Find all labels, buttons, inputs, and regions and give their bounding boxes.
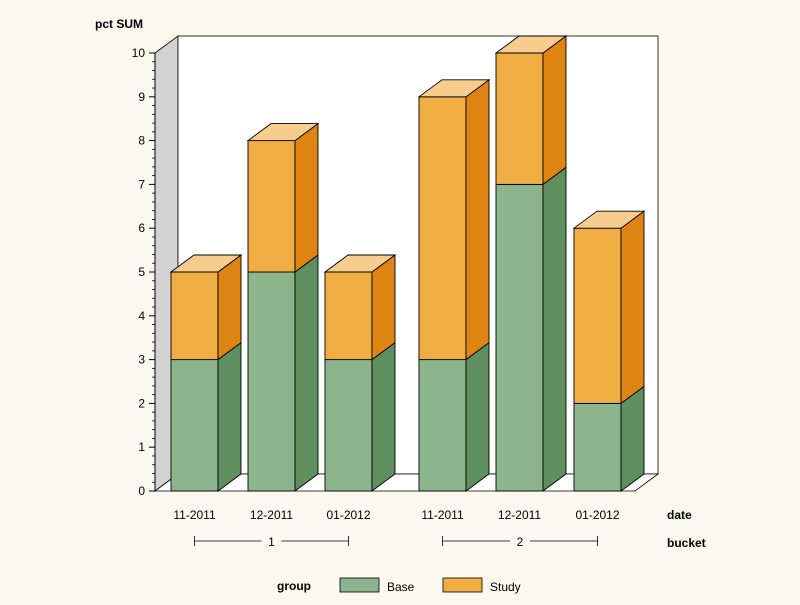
y-tick-label: 10 xyxy=(132,46,146,60)
y-tick-label: 6 xyxy=(138,221,145,235)
bar-segment-study-side xyxy=(465,78,490,361)
bar-segment-study-front xyxy=(418,96,467,361)
bar-top xyxy=(246,123,320,142)
bar-segment-base-side xyxy=(217,341,242,492)
legend-title: group xyxy=(277,579,311,593)
y-tick-label: 4 xyxy=(138,309,145,323)
bar-segment-base-side xyxy=(465,341,490,492)
x-tick-label: 01-2012 xyxy=(326,508,370,522)
y-tick-label: 3 xyxy=(138,353,145,367)
bars xyxy=(169,35,646,492)
y-tick-label: 5 xyxy=(138,265,145,279)
x-axis: 11-2011 12-2011 01-2012 1 11-2011 12-2011 01-2… xyxy=(173,508,619,549)
bar-segment-base-front xyxy=(247,271,296,492)
bar-segment-base-front xyxy=(324,359,373,492)
bar-segment-study-front xyxy=(573,227,622,404)
x-tick-label: 12-2011 xyxy=(250,508,293,522)
bar-segment-study-side xyxy=(542,35,567,186)
bar-segment-study-front xyxy=(324,271,373,361)
legend: group Base Study xyxy=(277,577,521,594)
bar-segment-study-side xyxy=(294,122,319,273)
bar-segment-base-front xyxy=(573,402,622,492)
bar-segment-base-front xyxy=(170,359,219,492)
legend-label-study: Study xyxy=(490,580,521,594)
bar-top xyxy=(323,254,397,273)
y-tick-label: 1 xyxy=(138,440,145,454)
y-tick-label: 0 xyxy=(138,484,145,498)
y-tick-label: 9 xyxy=(138,90,145,104)
x-axis-title-bucket: bucket xyxy=(667,536,706,550)
x-axis-title-date: date xyxy=(667,508,692,522)
x-tick-label: 11-2011 xyxy=(421,508,464,522)
bar-segment-study-side xyxy=(371,254,396,361)
y-tick-label: 2 xyxy=(138,396,145,410)
bar-top xyxy=(169,254,243,273)
bar-top xyxy=(572,210,646,229)
bar-segment-study-front xyxy=(495,52,544,185)
bar-top xyxy=(494,35,568,54)
y-axis-title: pct SUM xyxy=(95,17,143,31)
y-tick-label: 8 xyxy=(138,134,145,148)
bar-top xyxy=(417,79,491,98)
bar-segment-base-front xyxy=(495,183,544,492)
legend-swatch-base xyxy=(339,577,380,593)
bar-segment-study-front xyxy=(170,271,219,361)
x-tick-label: 11-2011 xyxy=(173,508,216,522)
y-tick-label: 7 xyxy=(138,177,145,191)
x-tick-label: 01-2012 xyxy=(575,508,619,522)
bar-segment-study-side xyxy=(217,254,242,361)
x-tick-label: 12-2011 xyxy=(498,508,541,522)
bar-segment-base-side xyxy=(620,385,645,492)
legend-label-base: Base xyxy=(387,580,415,594)
bucket-label: 1 xyxy=(268,535,275,549)
bucket-label: 2 xyxy=(517,535,524,549)
bar-segment-study-side xyxy=(620,210,645,405)
bar-segment-base-front xyxy=(418,359,467,492)
bar-segment-base-side xyxy=(371,341,396,492)
y-axis: 0 1 2 3 4 5 6 7 8 9 10 xyxy=(132,46,156,498)
bar-segment-base-side xyxy=(542,166,567,492)
legend-swatch-study xyxy=(442,577,483,593)
bar-segment-base-side xyxy=(294,254,319,492)
bar-segment-study-front xyxy=(247,140,296,273)
